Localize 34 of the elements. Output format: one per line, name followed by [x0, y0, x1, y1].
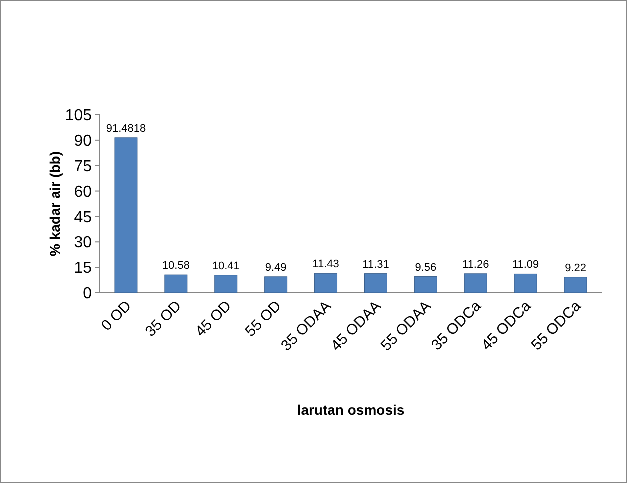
data-label: 91.4818	[106, 122, 146, 135]
x-tick-label: 0 OD	[98, 298, 136, 335]
bar	[564, 277, 588, 294]
y-tick-label: 105	[65, 108, 92, 125]
bar	[164, 274, 188, 294]
data-label: 9.56	[415, 262, 437, 274]
y-tick-label: 60	[74, 184, 92, 201]
bar	[464, 274, 488, 294]
y-tick-label: 15	[74, 260, 92, 278]
y-tick-label: 75	[74, 158, 92, 176]
bar	[514, 274, 538, 294]
bar	[114, 138, 138, 294]
data-label: 11.31	[362, 258, 390, 271]
y-axis-title: % kadar air (bb)	[47, 151, 63, 257]
x-tick-label: 35 OD	[142, 298, 186, 340]
y-tick-label: 30	[74, 234, 92, 252]
bar	[314, 273, 338, 294]
data-label: 10.58	[162, 260, 190, 272]
data-label: 9.49	[265, 262, 287, 274]
x-tick-label: 55 OD	[242, 298, 286, 340]
data-label: 10.41	[212, 260, 240, 272]
bar	[414, 276, 438, 294]
bar	[364, 274, 388, 294]
y-tick-label: 90	[74, 133, 92, 150]
x-axis-title: larutan osmosis	[297, 402, 405, 418]
data-label: 9.22	[565, 262, 586, 274]
bar	[214, 275, 238, 294]
y-tick-label: 45	[74, 209, 92, 226]
data-label: 11.26	[462, 258, 490, 271]
y-tick-label: 0	[83, 286, 92, 303]
data-label: 11.43	[312, 258, 340, 271]
data-label: 11.09	[512, 259, 540, 272]
bar	[264, 276, 288, 294]
x-tick-label: 45 OD	[192, 298, 236, 340]
